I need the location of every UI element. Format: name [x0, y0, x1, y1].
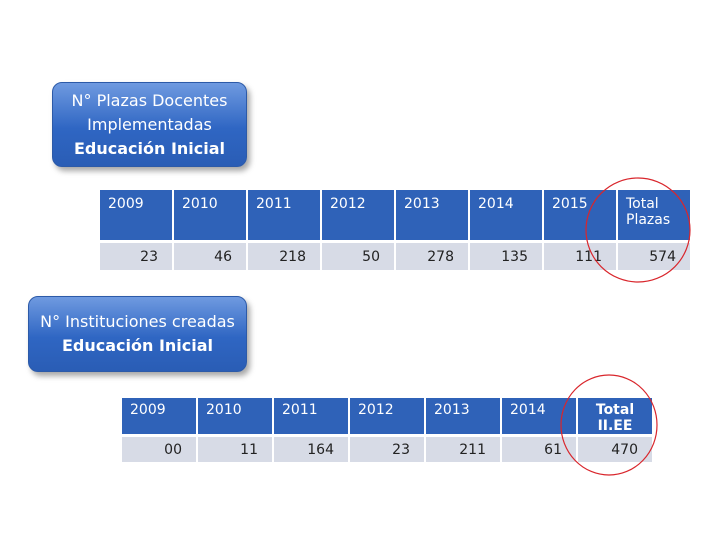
instituciones-table: 2009 2010 2011 2012 2013 2014 Total II.EE 00 11 1…: [120, 395, 654, 465]
box-line: N° Plazas Docentes: [71, 90, 228, 110]
header-cell: 2013: [426, 398, 500, 434]
data-cell: 574: [618, 243, 690, 270]
highlight-circle: [560, 374, 658, 476]
title-box: N° Plazas Docentes Implementadas Educación…: [52, 82, 247, 167]
data-cell: 164: [274, 437, 348, 462]
header-cell: Total II.EE: [578, 398, 652, 434]
highlight-circle: [585, 177, 691, 283]
box-line: N° Instituciones creadas: [40, 312, 235, 331]
header-row: 2009 2010 2011 2012 2013 2014 2015 Total Plazas: [100, 190, 690, 240]
header-cell: 2013: [396, 190, 468, 240]
data-cell: 11: [198, 437, 272, 462]
data-cell: 135: [470, 243, 542, 270]
header-cell: 2009: [122, 398, 196, 434]
header-row: 2009 2010 2011 2012 2013 2014 Total II.EE: [122, 398, 652, 434]
data-cell: 50: [322, 243, 394, 270]
box-line: Educación Inicial: [61, 336, 214, 355]
header-cell: 2011: [274, 398, 348, 434]
data-cell: 23: [350, 437, 424, 462]
data-cell: 46: [174, 243, 246, 270]
header-cell: 2012: [350, 398, 424, 434]
data-row: 00 11 164 23 211 61 470: [122, 437, 652, 462]
data-row: 23 46 218 50 278 135 111 574: [100, 243, 690, 270]
data-cell: 278: [396, 243, 468, 270]
data-cell: 470: [578, 437, 652, 462]
box-line: Implementadas: [87, 114, 212, 134]
header-cell: 2010: [174, 190, 246, 240]
title-box: N° Instituciones creadas Educación Inicia…: [28, 296, 247, 372]
header-cell: 2014: [502, 398, 576, 434]
header-cell: 2012: [322, 190, 394, 240]
header-cell: 2009: [100, 190, 172, 240]
header-cell: 2011: [248, 190, 320, 240]
box-line: Educación Inicial: [73, 138, 226, 158]
data-cell: 218: [248, 243, 320, 270]
plazas-table: 2009 2010 2011 2012 2013 2014 2015 Total Plazas…: [98, 187, 692, 273]
data-cell: 211: [426, 437, 500, 462]
data-cell: 23: [100, 243, 172, 270]
header-cell: 2014: [470, 190, 542, 240]
data-cell: 00: [122, 437, 196, 462]
header-cell: 2010: [198, 398, 272, 434]
header-cell: Total Plazas: [618, 190, 690, 240]
header-cell: 2015: [544, 190, 616, 240]
